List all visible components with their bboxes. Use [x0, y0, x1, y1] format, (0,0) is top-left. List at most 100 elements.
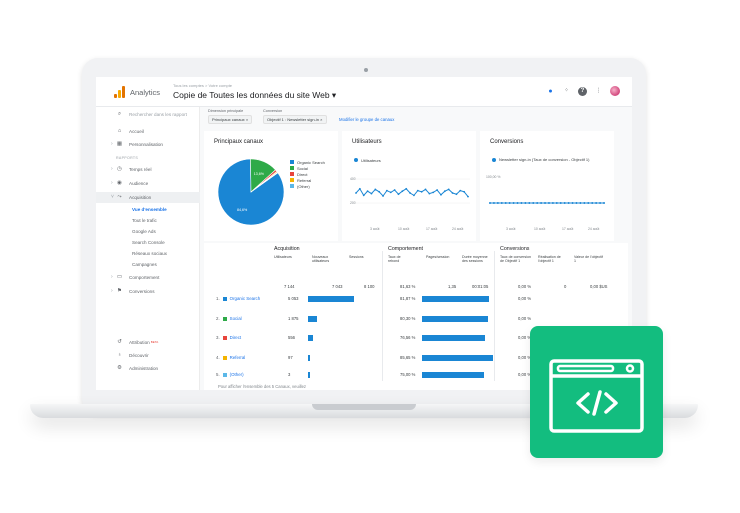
users-point-14[interactable]	[409, 192, 411, 194]
users-point-18[interactable]	[424, 188, 427, 191]
users-point-22[interactable]	[440, 193, 442, 196]
users-point-26[interactable]	[455, 193, 458, 196]
column-header[interactable]: Réalisation de l'objectif 1	[538, 255, 561, 264]
conversions-point-4[interactable]	[504, 202, 507, 204]
column-header[interactable]: Valeur de l'objectif 1	[574, 255, 603, 264]
column-header[interactable]: Utilisateurs	[274, 255, 292, 259]
users-point-5[interactable]	[374, 188, 377, 191]
table-row-label[interactable]: 5. (Other)	[216, 372, 244, 377]
conversions-point-16[interactable]	[551, 202, 554, 204]
sidebar-item-personnalisation[interactable]: › ▦ Personnalisation	[111, 141, 163, 147]
users-point-19[interactable]	[428, 192, 431, 195]
notifications-icon[interactable]: ●	[548, 87, 553, 95]
apps-grid-icon[interactable]: ⁘	[563, 87, 570, 94]
sidebar-item-temps-reel[interactable]: › ◷ Temps réel	[111, 166, 152, 172]
users-point-1[interactable]	[358, 187, 361, 190]
conversions-point-23[interactable]	[579, 202, 582, 204]
conversions-point-6[interactable]	[512, 202, 515, 204]
users-point-7[interactable]	[382, 195, 384, 197]
conversions-point-27[interactable]	[595, 202, 598, 204]
pie-slice-4[interactable]	[250, 171, 279, 193]
users-point-3[interactable]	[366, 190, 369, 193]
column-header[interactable]: Taux de rebond	[388, 255, 401, 264]
conversions-point-5[interactable]	[508, 202, 511, 204]
sidebar-search[interactable]: ⌕ Rechercher dans les rapport	[96, 109, 200, 120]
users-point-24[interactable]	[447, 188, 450, 191]
conversions-point-12[interactable]	[536, 202, 539, 204]
sidebar-item-conversions[interactable]: › ⚑ Conversions	[111, 288, 155, 294]
conversions-point-18[interactable]	[559, 202, 562, 204]
users-point-17[interactable]	[420, 190, 423, 193]
search-input[interactable]: Rechercher dans les rapport	[129, 112, 187, 117]
users-point-8[interactable]	[385, 189, 388, 192]
users-point-20[interactable]	[432, 191, 435, 194]
table-row-label[interactable]: 3. Direct	[216, 335, 242, 340]
more-vert-icon[interactable]: ⋮	[595, 87, 602, 94]
conversions-point-24[interactable]	[583, 202, 586, 204]
sidebar-subitem-campaigns[interactable]: Campagnes	[132, 262, 157, 267]
conversions-point-10[interactable]	[528, 202, 531, 204]
conversions-point-21[interactable]	[571, 202, 574, 204]
column-header[interactable]: Pages/session	[426, 255, 450, 259]
conversions-point-8[interactable]	[520, 202, 523, 204]
users-point-12[interactable]	[401, 190, 404, 193]
sidebar-item-audience[interactable]: › ◉ Audience	[111, 180, 149, 186]
users-point-15[interactable]	[413, 194, 415, 197]
conversions-point-9[interactable]	[524, 202, 527, 204]
conversions-point-17[interactable]	[555, 202, 558, 204]
conversion-select[interactable]: Objectif 1 : Newsletter sign-in ×	[263, 115, 327, 124]
users-point-29[interactable]	[467, 195, 469, 198]
sidebar-subitem-overview[interactable]: Vue d'ensemble	[132, 207, 167, 212]
users-point-9[interactable]	[389, 191, 392, 194]
table-row-label[interactable]: 2. Social	[216, 316, 242, 321]
sidebar-item-accueil[interactable]: ⌂ Accueil	[117, 128, 144, 134]
conversions-point-11[interactable]	[532, 202, 535, 204]
users-point-13[interactable]	[405, 187, 408, 190]
primary-dimension-select[interactable]: Principaux canaux ×	[208, 115, 253, 124]
help-icon[interactable]: ?	[578, 86, 587, 96]
modify-channel-group-link[interactable]: Modifier le groupe de canaux	[339, 117, 395, 122]
sidebar-item-attribution[interactable]: ↺ AttributionBETA	[96, 337, 200, 348]
conversions-point-28[interactable]	[599, 202, 602, 204]
sidebar-item-acquisition[interactable]: ˅ ⤳ Acquisition	[96, 192, 200, 203]
conversions-point-7[interactable]	[516, 202, 519, 204]
users-point-6[interactable]	[378, 190, 381, 193]
users-point-0[interactable]	[355, 192, 357, 194]
conversions-point-0[interactable]	[489, 202, 491, 204]
column-header[interactable]: Sessions	[349, 255, 364, 259]
users-point-16[interactable]	[416, 189, 419, 192]
users-point-27[interactable]	[459, 189, 462, 192]
users-point-23[interactable]	[443, 190, 446, 193]
table-row-label[interactable]: 4. Referral	[216, 355, 246, 360]
conversions-point-20[interactable]	[567, 202, 570, 204]
column-header[interactable]: Nouveaux utilisateurs	[312, 255, 330, 264]
sidebar-item-comportement[interactable]: › ▭ Comportement	[111, 274, 160, 280]
sidebar-subitem-google-ads[interactable]: Google Ads	[132, 229, 156, 234]
sidebar-item-decouvrir[interactable]: ♁ Découvrir	[117, 352, 149, 358]
users-point-11[interactable]	[397, 193, 400, 196]
users-point-10[interactable]	[393, 189, 396, 191]
conversions-point-22[interactable]	[575, 202, 578, 204]
users-point-28[interactable]	[463, 190, 466, 193]
conversions-point-15[interactable]	[547, 202, 550, 204]
conversions-point-19[interactable]	[563, 202, 566, 204]
account-breadcrumb[interactable]: Tous les comptes > Votre compte	[173, 83, 233, 88]
table-row-label[interactable]: 1. Organic Search	[216, 296, 261, 301]
sidebar-subitem-search-console[interactable]: Search Console	[132, 240, 165, 245]
conversions-point-14[interactable]	[544, 202, 547, 204]
column-header[interactable]: Durée moyenne des sessions	[462, 255, 488, 264]
sidebar-item-administration[interactable]: ⚙ Administration	[117, 365, 159, 371]
property-selector[interactable]: Copie de Toutes les données du site Web …	[173, 90, 337, 100]
conversions-point-26[interactable]	[591, 202, 594, 204]
users-point-2[interactable]	[362, 194, 365, 197]
conversions-point-13[interactable]	[540, 202, 543, 204]
conversions-point-29[interactable]	[603, 202, 605, 204]
sidebar-subitem-all-traffic[interactable]: Tout le trafic	[132, 218, 157, 223]
close-icon[interactable]: ×	[245, 117, 249, 122]
conversions-point-2[interactable]	[496, 202, 499, 204]
conversions-point-1[interactable]	[492, 202, 495, 204]
column-header[interactable]: Taux de conversion de Objectif 1	[500, 255, 531, 264]
users-point-4[interactable]	[370, 192, 373, 195]
table-footer-note[interactable]: Pour afficher l'ensemble des 5 Canaux, v…	[218, 384, 307, 389]
users-point-21[interactable]	[436, 189, 439, 191]
